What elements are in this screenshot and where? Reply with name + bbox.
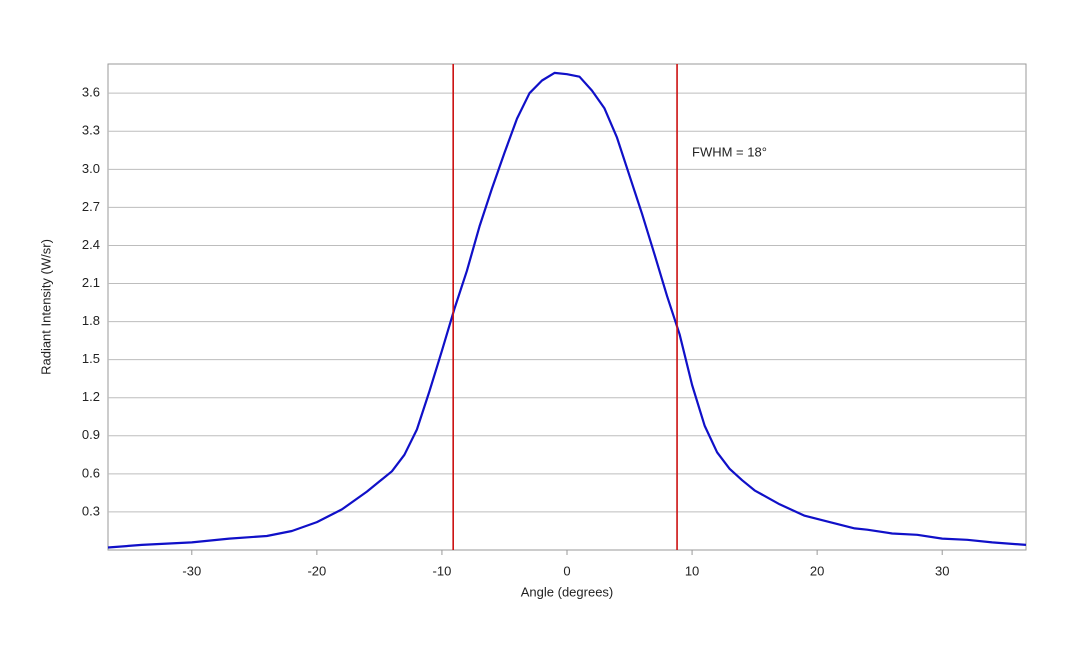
y-tick-label: 0.3 [82,503,100,518]
x-axis-label: Angle (degrees) [521,584,614,599]
x-tick-label: 30 [935,563,949,578]
plot-area [107,63,1027,551]
y-tick-label: 1.5 [82,351,100,366]
x-tick-label: -20 [307,563,326,578]
x-tick-label: 0 [563,563,570,578]
y-tick-label: 3.0 [82,161,100,176]
annotation: FWHM = 18° [692,144,767,159]
y-tick-label: 2.4 [82,237,100,252]
y-tick-label: 0.6 [82,465,100,480]
y-tick-label: 3.3 [82,123,100,138]
y-tick-label: 3.6 [82,85,100,100]
y-axis-label: Radiant Intensity (W/sr) [38,239,53,375]
x-tick-label: 10 [685,563,699,578]
x-tick-label: -10 [433,563,452,578]
y-tick-label: 1.8 [82,313,100,328]
y-tick-label: 2.1 [82,275,100,290]
x-tick-label: 20 [810,563,824,578]
x-tick-label: -30 [182,563,201,578]
line [107,71,1027,549]
y-tick-label: 2.7 [82,199,100,214]
grid [108,92,1026,513]
y-tick-label: 1.2 [82,389,100,404]
y-tick-label: 0.9 [82,427,100,442]
